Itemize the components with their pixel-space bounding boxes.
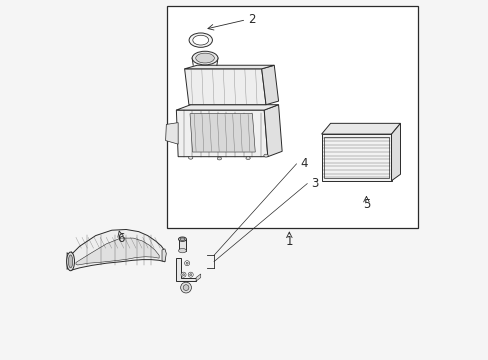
Text: 6: 6 [117,232,124,245]
Ellipse shape [245,157,250,159]
Circle shape [189,274,191,276]
Bar [178,239,186,251]
Ellipse shape [180,238,184,240]
Polygon shape [321,134,391,181]
Circle shape [182,274,184,276]
Polygon shape [176,105,278,110]
Polygon shape [184,65,274,69]
Ellipse shape [192,51,218,65]
Polygon shape [321,123,400,134]
Circle shape [185,262,188,264]
Text: 3: 3 [310,177,318,190]
Circle shape [180,282,191,293]
Circle shape [181,272,185,277]
Polygon shape [176,110,267,157]
Polygon shape [190,114,255,152]
Text: 2: 2 [247,13,255,26]
Polygon shape [67,252,73,270]
Ellipse shape [192,35,208,45]
Text: 1: 1 [285,235,292,248]
Ellipse shape [66,252,74,271]
Ellipse shape [189,33,212,47]
Circle shape [188,272,193,277]
Ellipse shape [188,156,192,159]
Bar [167,6,418,228]
Circle shape [184,261,189,266]
Polygon shape [184,69,265,105]
Polygon shape [76,238,159,265]
Polygon shape [165,123,178,144]
Ellipse shape [178,248,186,253]
Text: 4: 4 [300,157,307,170]
Polygon shape [391,123,400,181]
Ellipse shape [195,53,214,63]
Polygon shape [196,274,201,281]
Polygon shape [176,258,196,281]
Polygon shape [261,65,278,105]
Polygon shape [264,105,282,157]
Bar [324,137,388,178]
Polygon shape [162,249,166,262]
Circle shape [183,285,188,291]
Ellipse shape [217,157,221,160]
Ellipse shape [178,237,186,241]
Ellipse shape [68,255,73,268]
Polygon shape [69,229,164,270]
Ellipse shape [264,154,267,157]
Text: 5: 5 [362,198,369,211]
